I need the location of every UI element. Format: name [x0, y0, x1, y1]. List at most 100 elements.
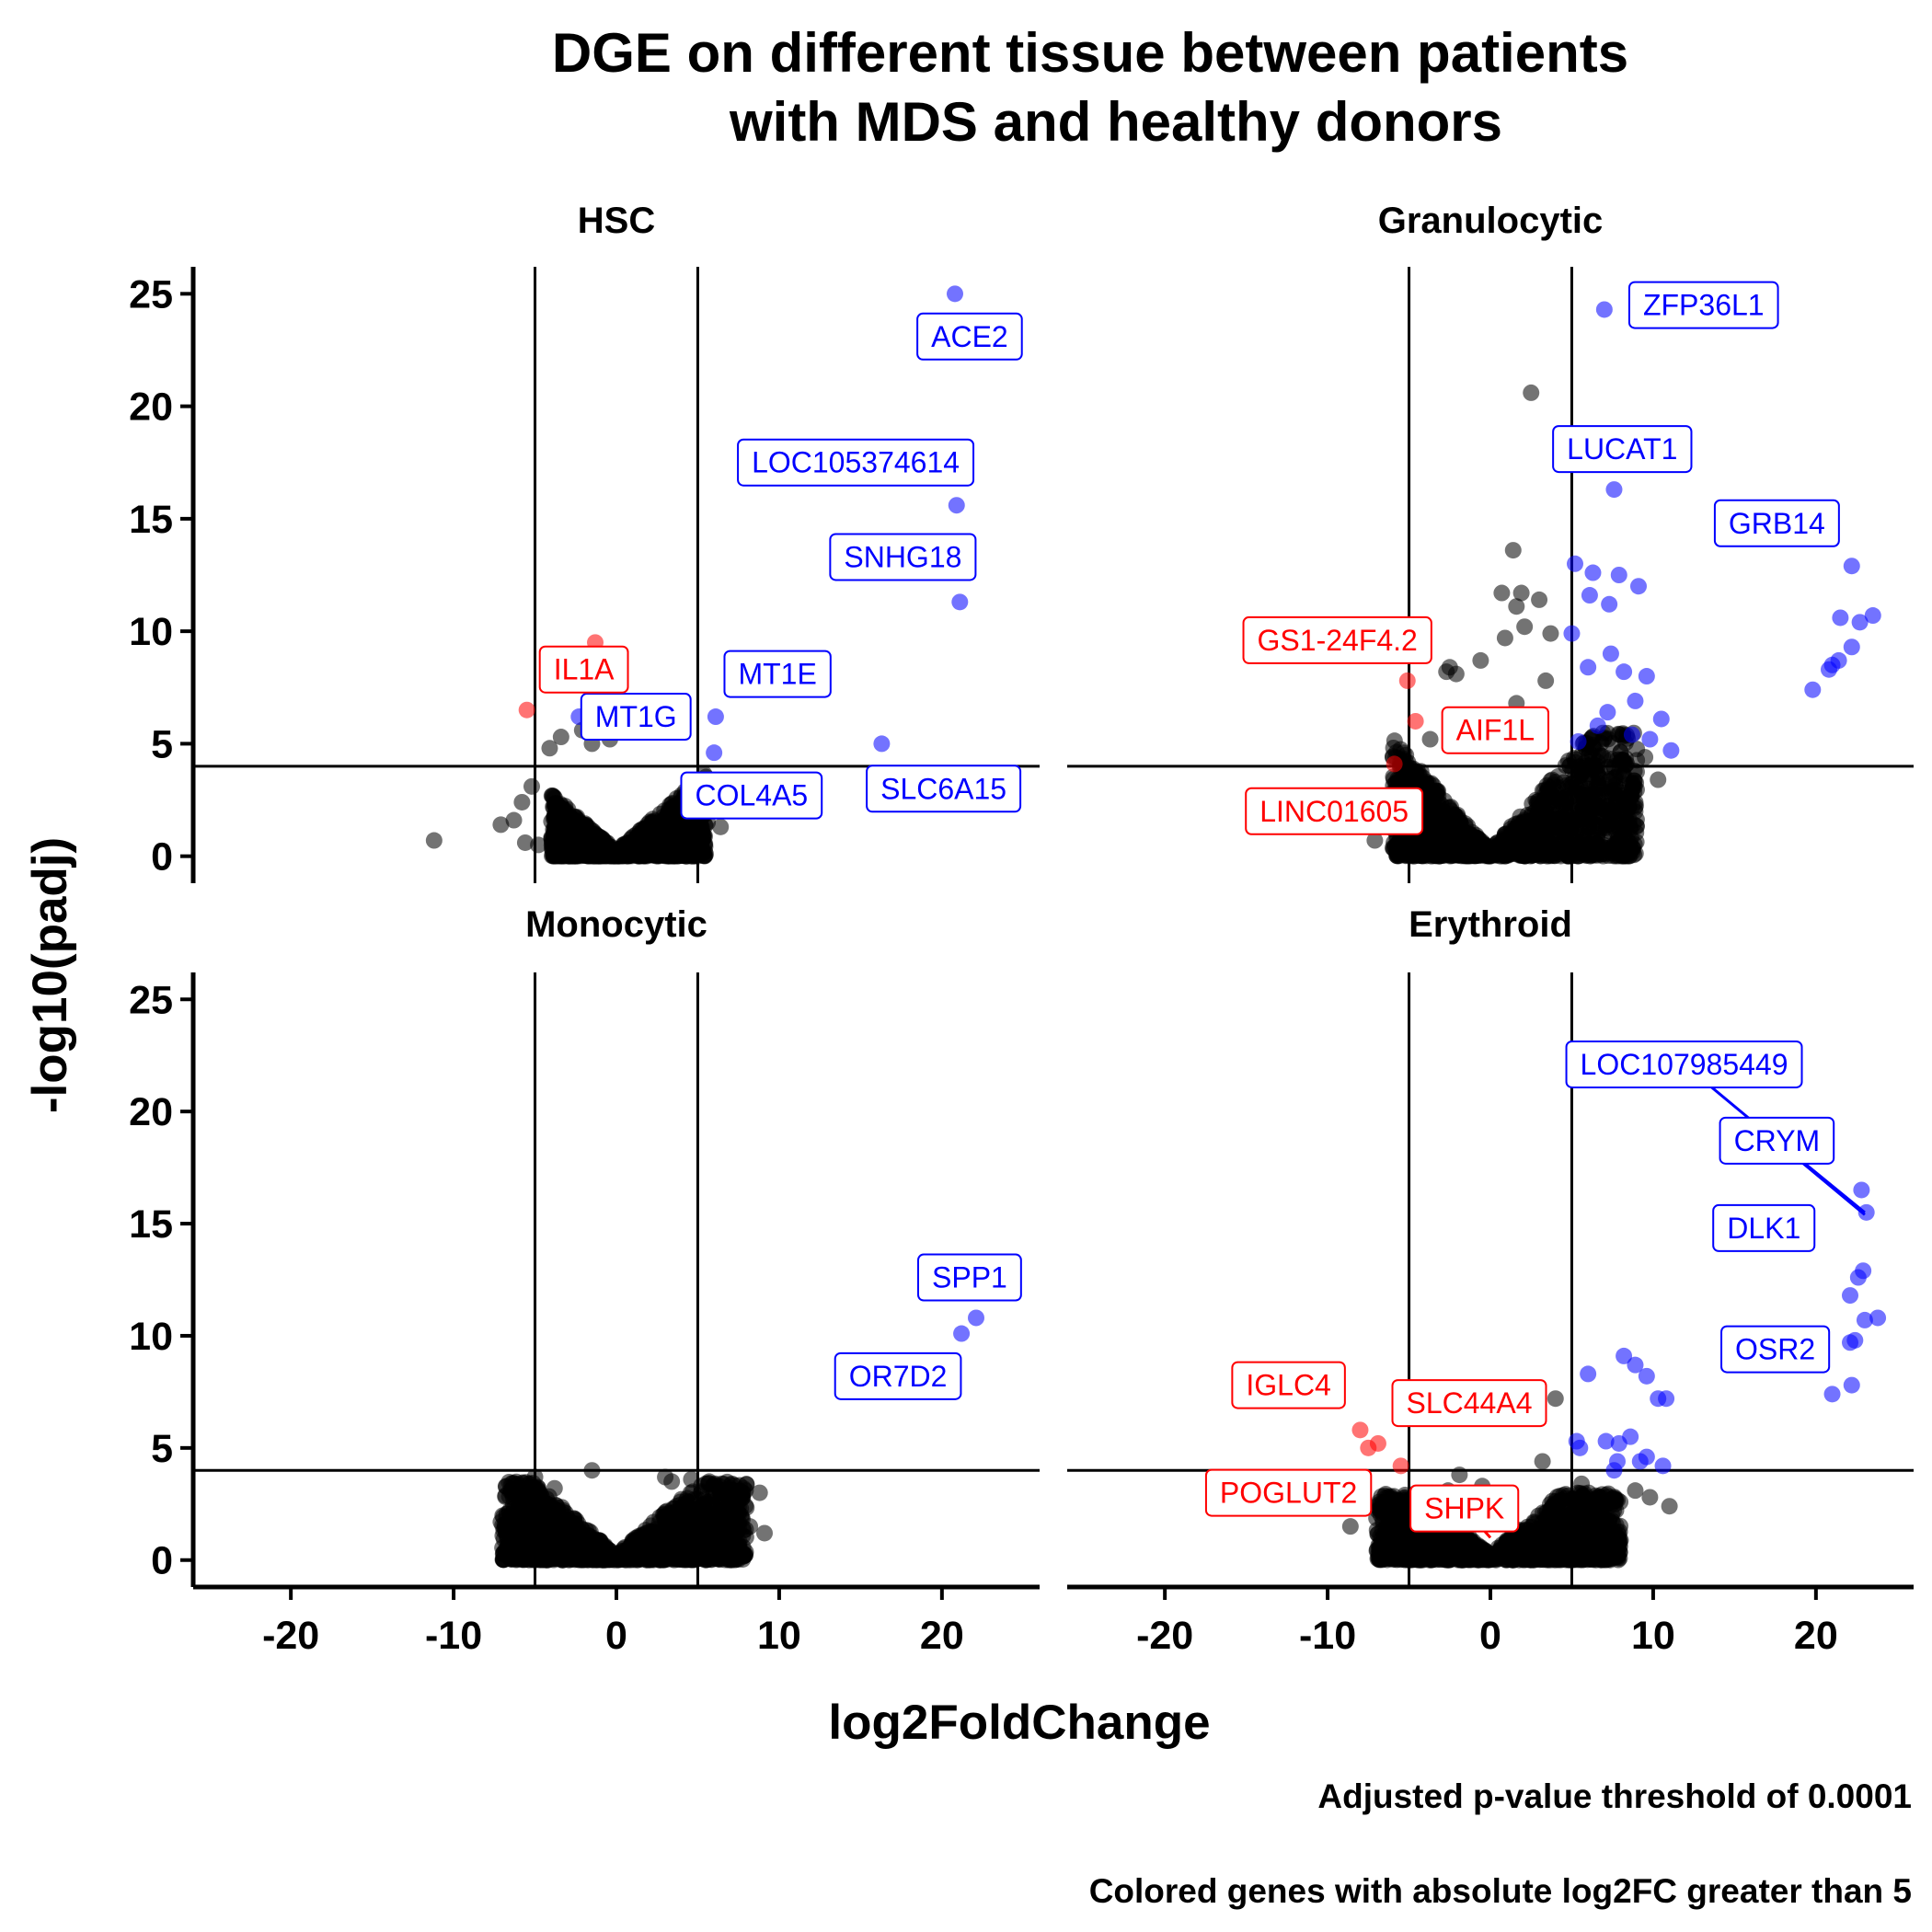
- label-text: GS1-24F4.2: [1258, 624, 1418, 657]
- ns-point: [1390, 773, 1408, 790]
- x-tick-label: 20: [920, 1614, 964, 1658]
- label-box: [723, 650, 832, 698]
- up-gene-point: [1570, 732, 1587, 750]
- ns-point: [689, 842, 707, 859]
- ns-point: [1526, 840, 1544, 857]
- ns-point: [1516, 618, 1534, 636]
- facet-label-erythroid: Erythroid: [1409, 904, 1572, 945]
- y-tick-label: 0: [151, 835, 173, 880]
- ns-point: [1637, 749, 1654, 766]
- ns-point: [1534, 808, 1551, 825]
- label-text: LOC105374614: [752, 446, 960, 479]
- ns-point: [644, 814, 661, 832]
- ns-point: [712, 1530, 730, 1547]
- ns-point: [511, 1548, 528, 1566]
- label-text: MT1G: [595, 700, 677, 733]
- panel-erythroid: ErythroidLOC107985449CRYMDLK1OSR2IGLC4SL…: [1067, 904, 1914, 1658]
- label-text: ACE2: [931, 320, 1008, 353]
- ns-point: [693, 829, 710, 846]
- facet-label-granulocytic: Granulocytic: [1378, 201, 1604, 241]
- down-gene-point: [1386, 755, 1403, 773]
- label-box: [917, 1253, 1022, 1302]
- label-text: GRB14: [1729, 507, 1825, 540]
- x-tick-label: 0: [605, 1614, 627, 1658]
- up-gene-point: [1851, 614, 1869, 631]
- ns-point: [1420, 775, 1437, 792]
- up-gene-point: [1843, 558, 1860, 575]
- ns-point: [530, 836, 547, 854]
- ns-point: [688, 1535, 706, 1552]
- ns-point: [529, 1505, 546, 1523]
- y-tick-label: 5: [151, 1427, 173, 1471]
- ns-point: [1587, 762, 1604, 779]
- up-gene-point: [1580, 659, 1597, 676]
- panel-granulocytic: Granulocytic ZFP36L1 LUCAT1 GRB14 GS1-24F4.2…: [1067, 201, 1914, 883]
- x-tick-label: -20: [262, 1614, 319, 1658]
- gene-label-loc105374614: LOC105374614: [737, 438, 975, 487]
- label-box: [680, 771, 823, 820]
- ns-point: [1604, 734, 1621, 752]
- up-gene-point: [706, 744, 723, 762]
- up-gene-point: [1630, 578, 1647, 595]
- ns-point: [1504, 542, 1522, 559]
- gene-label-spp1: SPP1: [917, 1253, 1022, 1302]
- ns-point: [673, 1490, 690, 1508]
- ns-point: [710, 1546, 728, 1563]
- gene-label-mt1e: MT1E: [723, 650, 832, 698]
- ns-point: [726, 1539, 743, 1557]
- ns-point: [1592, 822, 1609, 839]
- up-gene-point: [1662, 742, 1680, 759]
- ns-gene-cloud: [1384, 724, 1646, 865]
- label-box: [538, 645, 629, 694]
- y-tick-label: 25: [129, 978, 173, 1022]
- up-gene-point: [968, 1309, 984, 1327]
- ns-point: [568, 1537, 585, 1555]
- ns-point: [715, 1501, 732, 1519]
- y-tick-label: 15: [129, 498, 173, 542]
- up-gene-point: [1616, 663, 1633, 681]
- label-box: [580, 693, 692, 742]
- ns-point: [712, 818, 730, 835]
- up-gene-point: [1804, 681, 1822, 698]
- up-gene-point: [1627, 692, 1644, 709]
- down-gene-point: [1398, 672, 1416, 689]
- ns-point: [1472, 651, 1489, 669]
- ns-point: [1544, 784, 1561, 801]
- ns-point: [1650, 771, 1667, 788]
- ns-point: [710, 1478, 728, 1495]
- ns-point: [558, 1547, 576, 1565]
- ns-point: [592, 844, 609, 861]
- gene-label-aif1l: AIF1L: [1441, 706, 1549, 754]
- ns-point: [700, 1516, 718, 1534]
- label-text: MT1E: [738, 658, 816, 691]
- gene-label-zfp36l1: ZFP36L1: [1627, 281, 1779, 329]
- ns-point: [583, 1462, 601, 1479]
- gene-label-ace2: ACE2: [916, 312, 1023, 361]
- ns-point: [1624, 843, 1641, 860]
- ns-point: [1551, 841, 1569, 858]
- ns-point: [1542, 625, 1559, 642]
- ns-point: [1438, 663, 1455, 681]
- label-text: LUCAT1: [1567, 432, 1677, 466]
- ns-point: [1529, 795, 1547, 812]
- up-gene-point: [951, 593, 969, 611]
- label-box: [829, 533, 977, 581]
- up-gene-point: [1599, 704, 1616, 721]
- down-gene-point: [1407, 712, 1424, 730]
- ns-point: [513, 793, 531, 811]
- gene-label-linc01605: LINC01605: [1245, 787, 1424, 835]
- ns-point: [621, 846, 638, 864]
- up-gene-point: [1581, 587, 1598, 604]
- up-gene-point: [1864, 607, 1881, 625]
- label-box: [737, 438, 975, 487]
- ns-point: [658, 1502, 675, 1520]
- ns-point: [505, 811, 523, 829]
- ns-point: [723, 1475, 741, 1492]
- ns-point: [1493, 584, 1511, 602]
- ns-point: [1559, 778, 1577, 796]
- ns-point: [644, 1523, 661, 1540]
- gene-label-lucat1: LUCAT1: [1552, 425, 1693, 474]
- up-gene-point: [1638, 668, 1655, 685]
